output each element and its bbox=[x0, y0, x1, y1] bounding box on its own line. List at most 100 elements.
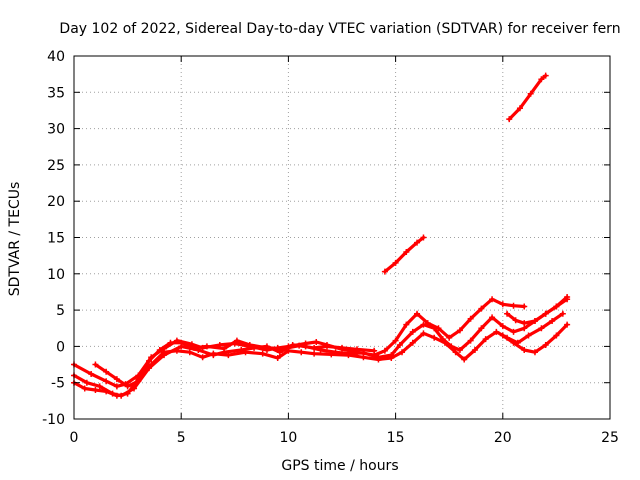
data-point bbox=[311, 344, 318, 351]
data-point bbox=[510, 328, 517, 335]
data-point bbox=[113, 383, 120, 390]
data-point bbox=[296, 342, 303, 349]
data-point bbox=[531, 317, 538, 324]
data-point bbox=[549, 317, 556, 324]
data-point bbox=[553, 303, 560, 310]
data-point bbox=[323, 343, 330, 350]
data-point bbox=[521, 303, 528, 310]
data-point bbox=[371, 347, 378, 354]
x-tick-label: 25 bbox=[601, 430, 619, 446]
y-tick-label: 20 bbox=[47, 194, 65, 210]
data-point bbox=[281, 345, 288, 352]
data-point bbox=[456, 347, 463, 354]
data-point bbox=[542, 341, 549, 348]
data-point bbox=[381, 268, 388, 275]
data-point bbox=[173, 347, 180, 354]
y-tick-label: 5 bbox=[56, 303, 65, 319]
y-axis-label: SDTVAR / TECUs bbox=[7, 182, 23, 297]
data-point bbox=[489, 314, 496, 321]
data-point bbox=[210, 350, 217, 357]
x-tick-label: 0 bbox=[70, 430, 79, 446]
data-point bbox=[313, 339, 320, 346]
data-point bbox=[478, 305, 485, 312]
data-point bbox=[92, 386, 99, 393]
data-point bbox=[225, 352, 232, 359]
x-tick-label: 10 bbox=[279, 430, 297, 446]
data-point bbox=[441, 339, 448, 346]
data-point bbox=[403, 321, 410, 328]
x-tick-label: 20 bbox=[494, 430, 512, 446]
y-tick-label: -5 bbox=[51, 376, 65, 392]
data-point bbox=[538, 325, 545, 332]
data-point bbox=[148, 361, 155, 368]
data-point bbox=[83, 379, 90, 386]
y-tick-label: 10 bbox=[47, 267, 65, 283]
data-point bbox=[392, 259, 399, 266]
data-point bbox=[553, 332, 560, 339]
data-point bbox=[527, 90, 534, 97]
data-point bbox=[420, 330, 427, 337]
data-point bbox=[246, 341, 253, 348]
data-point bbox=[339, 344, 345, 351]
data-point bbox=[392, 337, 399, 344]
y-axis-ticks: -10 -5 0 5 10 15 20 25 30 35 40 bbox=[42, 49, 610, 428]
series-track-8 bbox=[507, 74, 548, 121]
data-point bbox=[113, 392, 120, 399]
data-point bbox=[221, 345, 228, 352]
data-point bbox=[88, 370, 95, 377]
data-point bbox=[516, 105, 523, 112]
data-point bbox=[431, 334, 438, 341]
data-point bbox=[103, 388, 110, 395]
data-point bbox=[521, 347, 528, 354]
data-point bbox=[233, 337, 240, 344]
x-tick-label: 15 bbox=[387, 430, 405, 446]
data-point bbox=[92, 361, 99, 368]
data-point bbox=[186, 349, 193, 356]
data-point bbox=[542, 72, 549, 79]
data-point bbox=[499, 301, 506, 308]
data-point bbox=[345, 352, 352, 359]
data-point bbox=[81, 385, 88, 392]
chart-title: Day 102 of 2022, Sidereal Day-to-day VTE… bbox=[59, 21, 620, 37]
data-point bbox=[510, 339, 517, 346]
data-point bbox=[161, 349, 168, 356]
data-point bbox=[521, 325, 528, 332]
data-point bbox=[298, 349, 305, 356]
data-point bbox=[499, 323, 506, 330]
data-point bbox=[471, 347, 478, 354]
data-point bbox=[103, 378, 110, 385]
data-point bbox=[531, 349, 538, 356]
data-point bbox=[242, 349, 249, 356]
data-point bbox=[409, 328, 416, 335]
data-point bbox=[482, 336, 489, 343]
data-point bbox=[396, 341, 403, 348]
data-point bbox=[381, 347, 388, 354]
data-point bbox=[354, 346, 361, 353]
x-axis-label: GPS time / hours bbox=[281, 458, 398, 474]
y-tick-label: 25 bbox=[47, 158, 65, 174]
data-point bbox=[467, 337, 474, 344]
data-point bbox=[521, 320, 528, 327]
y-tick-label: 35 bbox=[47, 85, 65, 101]
data-point bbox=[414, 310, 421, 317]
data-point bbox=[96, 383, 103, 390]
x-axis-ticks: 0 5 10 15 20 25 bbox=[70, 56, 619, 446]
data-point bbox=[156, 347, 163, 354]
series-track-4 bbox=[93, 339, 376, 388]
data-point bbox=[478, 325, 485, 332]
y-tick-label: 15 bbox=[47, 231, 65, 247]
data-point bbox=[124, 383, 131, 390]
data-point bbox=[409, 339, 416, 346]
y-tick-label: 30 bbox=[47, 122, 65, 138]
data-point bbox=[135, 378, 142, 385]
y-tick-label: 0 bbox=[56, 339, 65, 355]
data-point bbox=[504, 310, 511, 317]
series-track-5 bbox=[501, 323, 569, 354]
y-tick-label: 40 bbox=[47, 49, 65, 65]
data-point bbox=[203, 343, 210, 350]
data-point bbox=[512, 317, 519, 324]
data-point bbox=[328, 351, 335, 358]
data-point bbox=[542, 310, 549, 317]
data-point bbox=[420, 234, 427, 241]
